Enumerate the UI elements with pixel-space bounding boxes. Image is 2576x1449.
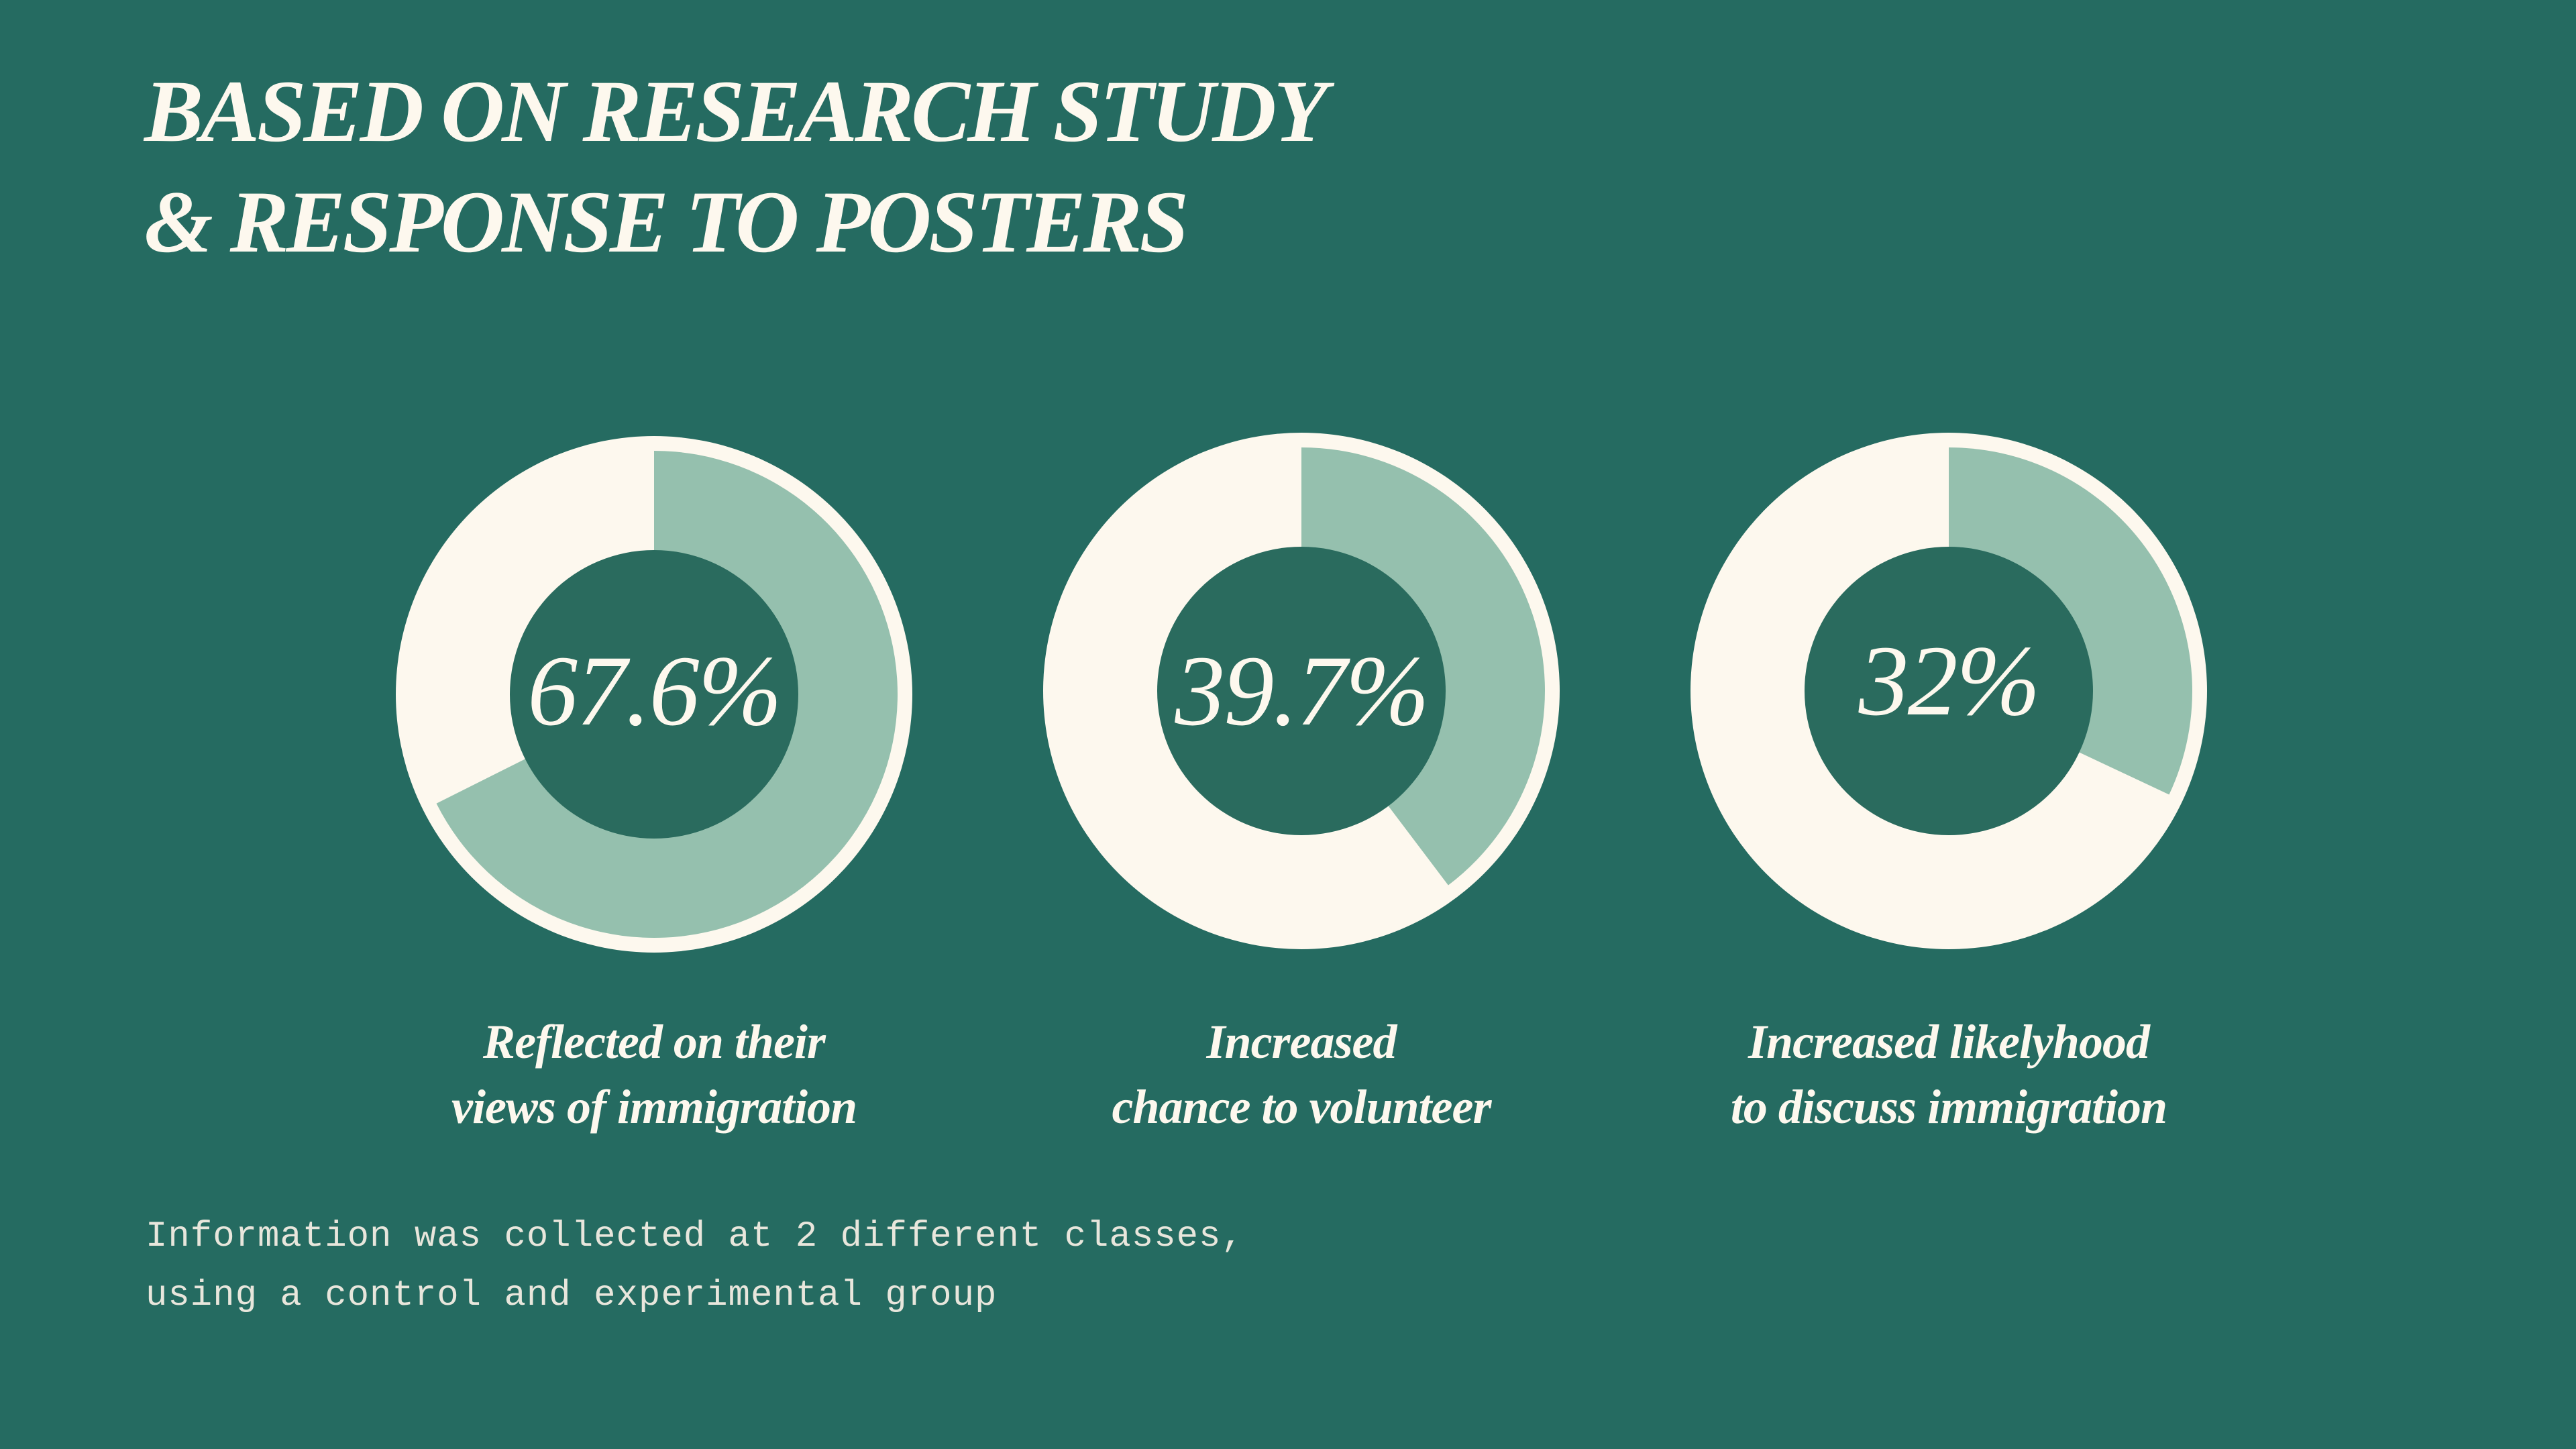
donut-chart-discuss: 32% [1690,433,2207,949]
footnote-line-2: using a control and experimental group [146,1275,998,1316]
caption-line-2: to discuss immigration [1730,1080,2167,1134]
donut-svg [1690,433,2207,949]
donut-chart-reflected: 67.6% [396,436,912,953]
caption-line-2: chance to volunteer [1112,1080,1492,1134]
donut-chart-volunteer: 39.7% [1043,433,1560,949]
footnote: Information was collected at 2 different… [146,1208,1244,1326]
page-title-line-1: BASED ON RESEARCH STUDY [144,62,1328,160]
donut-caption-reflected: Reflected on their views of immigration [352,1010,956,1140]
page-title-line-2: & RESPONSE TO POSTERS [144,172,1189,271]
donut-svg [1043,433,1560,949]
donut-caption-volunteer: Increased chance to volunteer [1000,1010,1603,1140]
donut-center [1157,547,1446,835]
donut-value-label: 32% [1858,625,2041,737]
donut-caption-discuss: Increased likelyhood to discuss immigrat… [1647,1010,2251,1140]
caption-line-1: Reflected on their [483,1015,826,1069]
donut-value-label: 39.7% [1175,635,1429,747]
caption-line-1: Increased likelyhood [1748,1015,2150,1069]
donut-value-label: 67.6% [527,635,782,747]
footnote-line-1: Information was collected at 2 different… [146,1216,1244,1257]
caption-line-2: views of immigration [451,1080,857,1134]
donut-center [1805,547,2093,835]
donut-svg [396,436,912,953]
caption-line-1: Increased [1206,1015,1397,1069]
donut-center [510,550,798,839]
